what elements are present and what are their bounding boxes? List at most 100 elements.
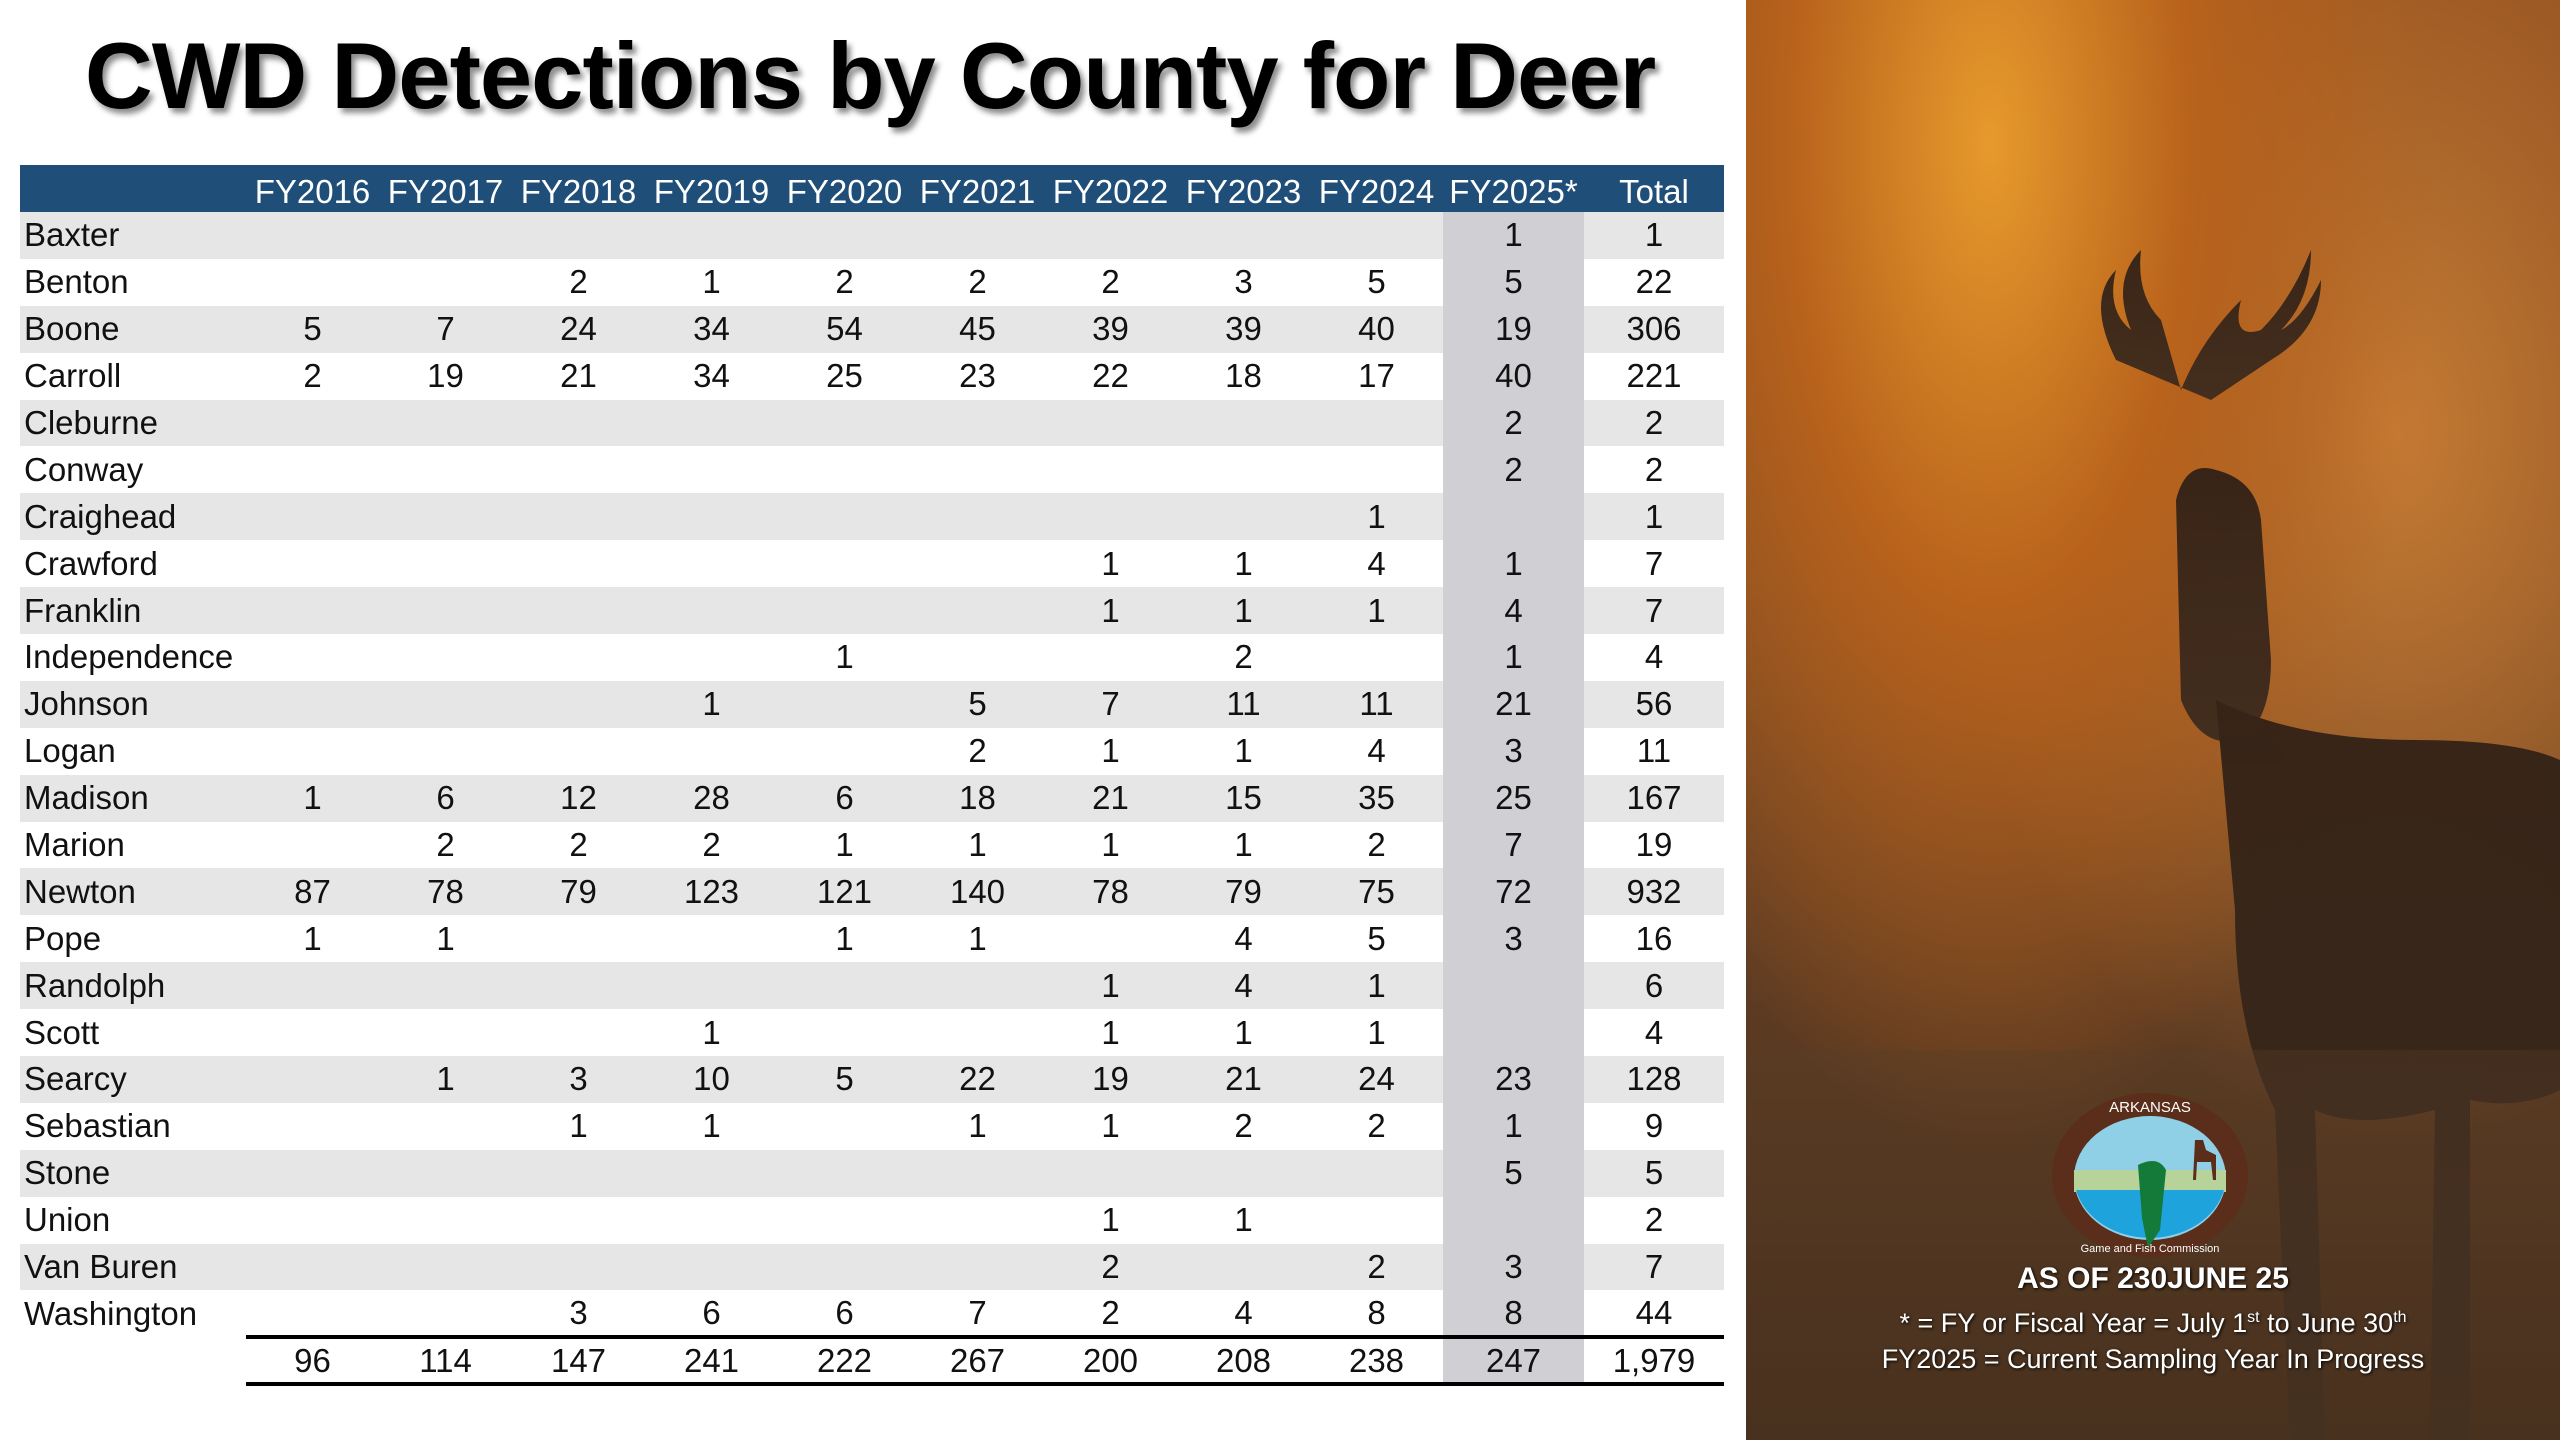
cell-value [246, 634, 379, 681]
cell-value [512, 540, 645, 587]
cell-value: 1 [379, 1056, 512, 1103]
cell-value [645, 493, 778, 541]
cell-value: 1 [1044, 962, 1177, 1010]
cell-value: 22 [1635, 263, 1673, 301]
cell-value: 1 [1234, 544, 1253, 582]
table-row: Union 1 1 2 [20, 1196, 1724, 1244]
cell-value: 121 [778, 868, 911, 916]
cell-value [1044, 399, 1177, 447]
table-row: Boone 5 7 24 34 54 45 39 39 40 19 306 [20, 305, 1724, 353]
cell-value [512, 1009, 645, 1056]
logo-text-top: ARKANSAS [2109, 1099, 2191, 1116]
cell-value [778, 1149, 911, 1197]
cell-value [911, 634, 1044, 681]
total-value: 147 [512, 1335, 645, 1387]
cell-value: 3 [1443, 727, 1584, 775]
cell-value: 28 [645, 774, 778, 822]
cell-value: 34 [645, 305, 778, 353]
cell-value: 2 [835, 263, 854, 301]
total-value [20, 1337, 246, 1385]
cell-value [778, 399, 911, 447]
county-name: Independence [24, 638, 234, 676]
cell-value: 3 [1443, 1243, 1584, 1291]
cell-value: 9 [1644, 1107, 1664, 1145]
cell-value: 123 [645, 868, 778, 916]
cell-value [1310, 212, 1443, 259]
cell-value: 1 [1101, 1013, 1120, 1051]
column-header: Total [1584, 165, 1724, 212]
county-name: Conway [24, 450, 144, 488]
county-name: Sebastian [24, 1107, 171, 1145]
cell-value [911, 446, 1044, 493]
total-value: 1,979 [1584, 1335, 1724, 1387]
cell-value: 1 [1044, 587, 1177, 635]
cell-value [1310, 1149, 1443, 1197]
cell-value [246, 493, 379, 541]
county-name: Logan [24, 732, 116, 770]
cell-value: 6 [1584, 962, 1724, 1010]
cell-value: 15 [1177, 774, 1310, 822]
cell-value: 2 [1101, 1293, 1120, 1331]
cell-value: 21 [1177, 1056, 1310, 1103]
cell-value: 78 [379, 868, 512, 916]
table-row: Madison 1 6 12 28 6 18 21 15 35 25 167 [20, 774, 1724, 822]
cell-value [1177, 399, 1310, 447]
cell-value: 2 [968, 263, 987, 301]
cell-value: 39 [1044, 305, 1177, 353]
cell-value [1310, 1197, 1443, 1244]
county-name: Franklin [20, 587, 246, 635]
cell-value: 4 [1234, 919, 1253, 957]
cell-value [778, 1197, 911, 1244]
cell-value: 1 [569, 1107, 588, 1145]
cell-value: 221 [1626, 357, 1682, 395]
county-name: Craighead [20, 493, 246, 541]
cell-value [379, 962, 512, 1010]
cell-value [512, 962, 645, 1010]
column-header: FY2017 [379, 165, 512, 212]
county-name: Union [24, 1201, 111, 1239]
as-of-date: AS OF 230JUNE 25 [2017, 1262, 2289, 1295]
cell-value [645, 399, 778, 447]
cell-value: 16 [1635, 919, 1673, 957]
cell-value: 2 [1234, 1107, 1253, 1145]
cell-value [246, 1290, 379, 1337]
fy-def-sup-2: th [2393, 1309, 2407, 1326]
cell-value [778, 680, 911, 728]
logo-text-bottom: Game and Fish Commission [2081, 1243, 2220, 1255]
cell-value [778, 962, 911, 1010]
cell-value [645, 962, 778, 1010]
cell-value: 5 [1367, 263, 1386, 301]
cell-value: 306 [1584, 305, 1724, 353]
cell-value: 39 [1177, 305, 1310, 353]
cell-value: 4 [1644, 638, 1664, 676]
cell-value: 17 [1358, 357, 1395, 395]
cell-value: 7 [379, 305, 512, 353]
cell-value [512, 493, 645, 541]
cell-value: 1 [1234, 732, 1253, 770]
cell-value: 6 [835, 1293, 854, 1331]
cell-value [246, 1056, 379, 1103]
cell-value: 1 [835, 919, 854, 957]
cell-value: 2 [1234, 638, 1253, 676]
county-name: Newton [20, 868, 246, 916]
cell-value: 1 [968, 1107, 987, 1145]
cell-value: 4 [1177, 962, 1310, 1010]
cell-value: 1 [1584, 493, 1724, 541]
cell-value [379, 259, 512, 306]
cell-value: 40 [1443, 352, 1584, 400]
cell-value: 4 [1443, 587, 1584, 635]
county-name: Washington [24, 1294, 198, 1332]
cell-value [379, 587, 512, 635]
cell-value: 44 [1635, 1293, 1673, 1331]
cell-value [379, 1103, 512, 1150]
total-value: 267 [911, 1335, 1044, 1387]
footnotes: AS OF 230JUNE 25 * = FY or Fiscal Year =… [1746, 1262, 2560, 1377]
column-header: FY2022 [1044, 165, 1177, 212]
deer-photo: ARKANSAS Game and Fish Commission [1746, 0, 2560, 1440]
total-value: 208 [1177, 1335, 1310, 1387]
cell-value: 54 [778, 305, 911, 353]
cell-value [778, 587, 911, 635]
cell-value: 1 [1234, 826, 1253, 864]
cell-value [1044, 493, 1177, 541]
cell-value: 2 [569, 826, 588, 864]
